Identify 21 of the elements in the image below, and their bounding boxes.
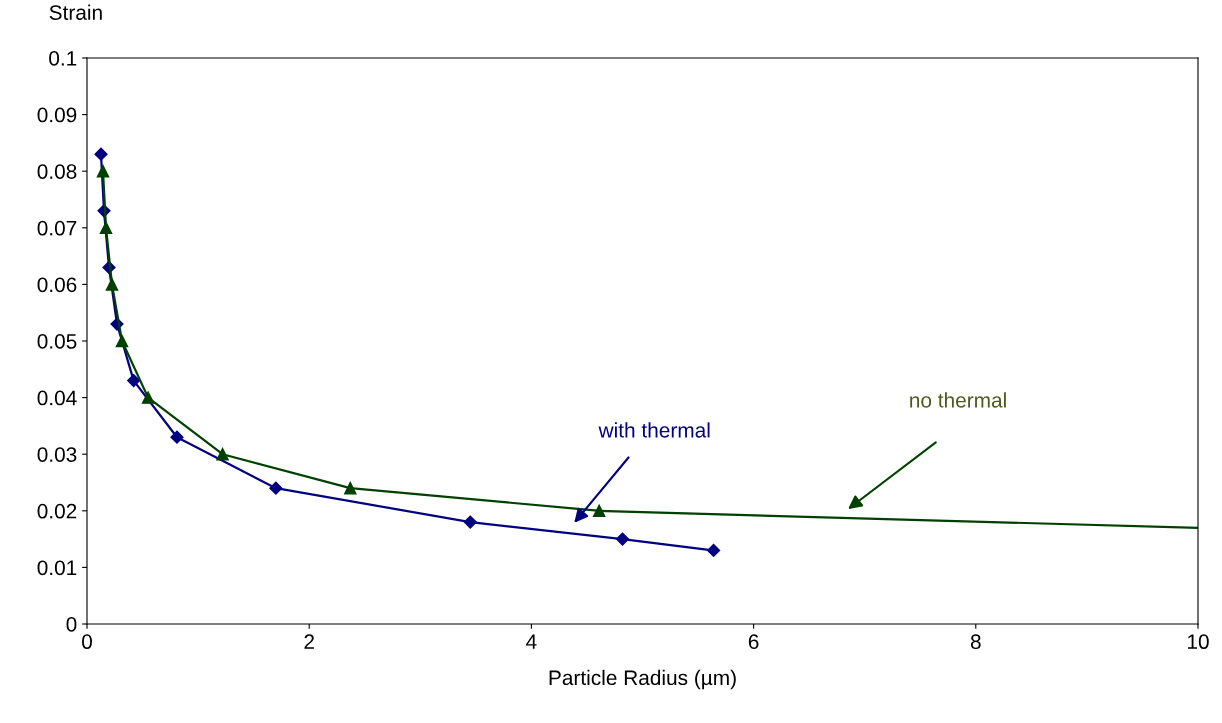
y-axis-title: Strain — [49, 4, 102, 20]
x-tick-label: 8 — [970, 634, 981, 650]
annotation: with thermal — [598, 422, 710, 438]
y-tick-label: 0.06 — [37, 277, 77, 293]
y-tick-label: 0.04 — [37, 390, 77, 406]
y-tick-label: 0.09 — [37, 107, 77, 123]
y-tick-label: 0.03 — [37, 447, 77, 462]
x-tick-label: 0 — [82, 634, 92, 650]
annotation: no thermal — [910, 392, 1006, 408]
x-axis-title: Particle Radius (µm) — [549, 669, 736, 690]
y-tick-label: 0.08 — [37, 164, 77, 179]
x-tick-label: 6 — [748, 634, 759, 650]
y-tick-label: 0 — [66, 617, 77, 632]
x-tick-label: 4 — [526, 634, 537, 649]
y-tick-label: 0.05 — [37, 334, 77, 349]
y-tick-label: 0.1 — [49, 51, 77, 66]
y-tick-label: 0.07 — [37, 220, 77, 236]
x-tick-label: 10 — [1188, 634, 1209, 650]
y-tick-label: 0.01 — [37, 560, 77, 576]
y-tick-label: 0.02 — [37, 503, 77, 519]
x-tick-label: 2 — [304, 634, 314, 649]
